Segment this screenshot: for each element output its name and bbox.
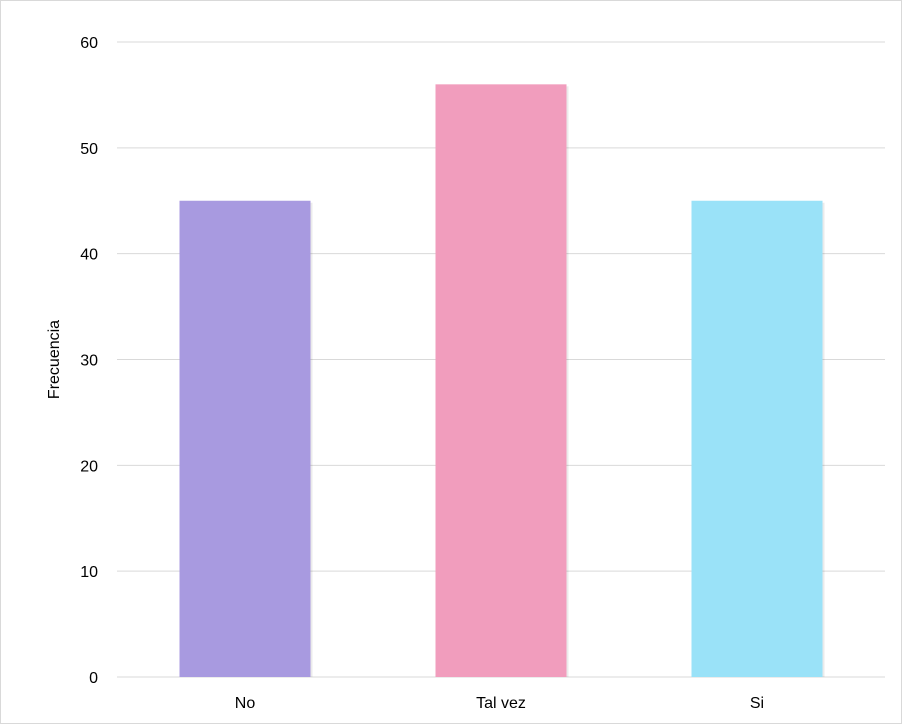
x-tick-label: Tal vez (476, 695, 526, 712)
x-tick-label: Si (750, 695, 764, 712)
y-axis-ticks: 0 10 20 30 40 50 60 (80, 35, 98, 687)
bars (179, 84, 825, 678)
y-tick-label: 60 (80, 35, 98, 52)
y-tick-label: 20 (80, 458, 98, 475)
y-tick-label: 10 (80, 564, 98, 581)
y-tick-label: 30 (80, 353, 98, 370)
y-tick-label: 40 (80, 247, 98, 264)
x-tick-label: No (235, 695, 256, 712)
y-tick-label: 0 (89, 670, 98, 687)
bar-no (179, 200, 311, 677)
x-axis-ticks: No Tal vez Si (235, 695, 764, 712)
bar-si (691, 200, 823, 677)
y-tick-label: 50 (80, 141, 98, 158)
y-axis-title: Frecuencia (46, 320, 63, 399)
bar-tal-vez (435, 84, 567, 678)
